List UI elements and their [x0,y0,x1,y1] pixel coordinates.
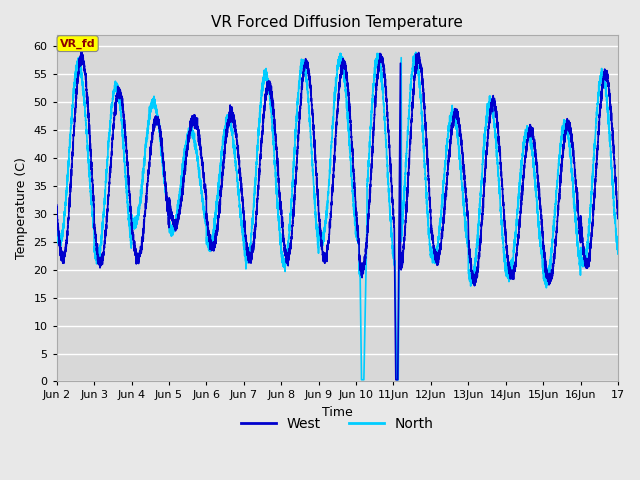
X-axis label: Time: Time [322,406,353,419]
North [463,234,471,240]
North [591,143,598,148]
West [244,252,252,258]
Text: VR_fd: VR_fd [60,38,95,49]
West [614,210,622,216]
Line: West: West [57,50,618,380]
North [358,377,365,383]
North [319,239,326,244]
North [412,49,420,55]
West [392,377,399,383]
North [244,248,252,253]
West [584,262,591,268]
West [53,202,61,208]
Y-axis label: Temperature (C): Temperature (C) [15,157,28,259]
West [463,203,471,209]
West [78,48,86,53]
North [584,240,591,246]
West [319,248,326,254]
North [53,225,61,231]
Line: North: North [57,52,618,380]
Title: VR Forced Diffusion Temperature: VR Forced Diffusion Temperature [211,15,463,30]
West [591,195,598,201]
North [614,245,622,251]
West [479,205,487,211]
Legend: West, North: West, North [236,412,439,437]
North [479,152,487,158]
